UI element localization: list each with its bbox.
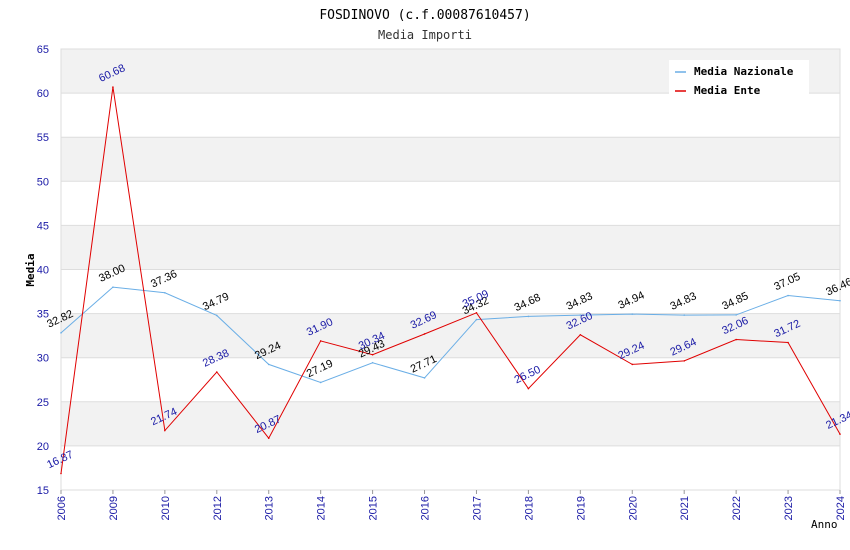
y-tick-label: 50 <box>37 176 49 188</box>
background-bands <box>61 49 840 490</box>
x-tick-label: 2021 <box>679 496 691 520</box>
plot-border <box>60 48 841 491</box>
data-point <box>631 363 634 366</box>
data-point <box>60 472 62 475</box>
x-tick-label: 2024 <box>835 496 847 520</box>
data-point <box>735 314 737 316</box>
y-tick-label: 20 <box>37 441 49 453</box>
data-point <box>112 86 114 88</box>
series-line-nazionale <box>60 286 841 384</box>
chart-subtitle: Media Importi <box>378 28 472 42</box>
y-tick-label: 45 <box>37 220 49 232</box>
data-point <box>527 315 530 318</box>
band-25-30 <box>61 357 840 402</box>
x-tick-label: 2019 <box>575 496 587 520</box>
data-point <box>579 333 582 336</box>
y-axis-ticks: 15 20 25 30 35 40 45 50 55 60 65 <box>37 44 49 497</box>
data-point <box>267 437 270 440</box>
x-tick-label: 2012 <box>212 496 224 520</box>
x-tick-label: 2017 <box>471 496 483 520</box>
data-point <box>216 371 218 373</box>
y-tick-label: 40 <box>37 265 49 277</box>
legend: Media Nazionale Media Ente <box>669 60 809 97</box>
data-point <box>735 338 737 341</box>
band-15-20 <box>61 445 840 490</box>
x-axis-label: Anno <box>811 518 838 531</box>
series-line-ente <box>60 87 841 474</box>
y-tick-label: 55 <box>37 132 49 144</box>
data-point <box>527 387 530 390</box>
data-point <box>631 313 634 315</box>
data-point <box>787 341 789 344</box>
y-tick-label: 65 <box>37 44 49 56</box>
legend-label-nazionale: Media Nazionale <box>694 65 794 78</box>
series-lines <box>60 86 841 475</box>
y-tick-label: 35 <box>37 309 49 321</box>
data-point <box>216 314 218 317</box>
data-point <box>579 314 582 316</box>
data-point <box>112 286 114 288</box>
data-point <box>319 381 322 384</box>
x-tick-label: 2022 <box>731 496 743 520</box>
data-point <box>423 333 426 335</box>
y-axis-label: Media <box>24 253 37 286</box>
x-tick-label: 2018 <box>523 496 535 520</box>
data-point <box>371 361 374 364</box>
x-tick-label: 2006 <box>56 496 68 520</box>
band-40-45 <box>61 225 840 270</box>
y-tick-label: 15 <box>37 485 49 497</box>
band-20-25 <box>61 401 840 446</box>
legend-label-ente: Media Ente <box>694 84 761 97</box>
y-tick-label: 30 <box>37 353 49 365</box>
x-tick-label: 2020 <box>627 496 639 520</box>
data-point <box>60 332 62 334</box>
x-tick-label: 2009 <box>108 496 120 520</box>
data-point <box>475 318 478 321</box>
data-point <box>423 377 426 379</box>
data-point <box>267 363 270 366</box>
data-point <box>683 360 685 362</box>
data-point <box>787 294 789 297</box>
y-tick-label: 25 <box>37 397 49 409</box>
band-35-40 <box>61 269 840 314</box>
data-point <box>319 340 322 342</box>
band-50-55 <box>61 137 840 182</box>
x-tick-label: 2015 <box>368 496 380 520</box>
data-point <box>371 353 374 356</box>
x-tick-label: 2023 <box>783 496 795 520</box>
band-30-35 <box>61 313 840 358</box>
x-tick-label: 2014 <box>316 496 328 520</box>
data-point <box>475 312 478 314</box>
data-point <box>839 433 841 435</box>
x-tick-label: 2013 <box>264 496 276 520</box>
band-45-50 <box>61 181 840 226</box>
band-55-60 <box>61 93 840 138</box>
data-point <box>164 291 166 294</box>
y-tick-label: 60 <box>37 88 49 100</box>
grid-lines <box>60 48 841 491</box>
x-axis-ticks: 2006 2009 2010 2012 2013 2014 2015 2016 2017 2018… <box>56 490 847 520</box>
data-point <box>839 299 841 302</box>
x-tick-label: 2010 <box>160 496 172 520</box>
data-point <box>683 314 685 316</box>
legend-box <box>669 60 809 96</box>
x-tick-label: 2016 <box>420 496 432 520</box>
data-point <box>164 429 166 432</box>
chart-title: FOSDINOVO (c.f.00087610457) <box>319 8 530 23</box>
